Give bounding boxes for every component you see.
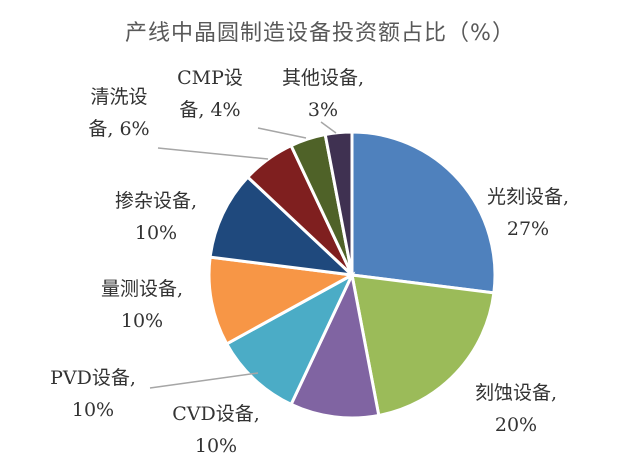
slice-label-line: PVD设备,: [50, 367, 136, 389]
pie-slice-1: [350, 273, 496, 418]
slice-label-line: CVD设备,: [172, 403, 260, 425]
slice-label-line: CMP设: [177, 67, 243, 89]
pie-slice-5: [208, 174, 357, 278]
leader-line-3: [149, 372, 259, 389]
slice-label-line: 10%: [195, 435, 237, 457]
slice-label-line: 备, 4%: [179, 99, 240, 121]
slice-label-8: 其他设备, 3%: [282, 67, 364, 121]
slice-label-3: PVD设备, 10%: [50, 367, 136, 421]
pie-slice-0: [350, 130, 497, 295]
slice-label-6: 清洗设备, 6%: [88, 86, 149, 140]
slice-label-0: 光刻设备, 27%: [487, 186, 569, 240]
leader-line-6: [157, 147, 269, 160]
slice-label-line: 其他设备,: [282, 67, 364, 89]
pie-slice-2: [289, 270, 381, 420]
chart-title: 产线中晶圆制造设备投资额占比（%）: [125, 21, 515, 46]
slice-label-line: 10%: [135, 222, 177, 244]
slice-label-7: CMP设备, 4%: [177, 67, 243, 121]
slice-label-line: 3%: [308, 99, 338, 121]
leader-line-8: [320, 121, 337, 134]
slice-label-line: 量测设备,: [101, 278, 183, 300]
pie-slice-3: [224, 271, 356, 407]
leader-lines: [149, 121, 337, 389]
pie-slice-4: [207, 255, 357, 346]
slice-label-line: 20%: [495, 414, 537, 436]
leader-line-7: [257, 127, 307, 139]
slice-labels: 光刻设备, 27% 刻蚀设备, 20% CVD设备, 10% PVD设备, 10% 量测设备, 1…: [50, 67, 569, 457]
slice-label-4: 量测设备, 10%: [101, 278, 183, 332]
slice-label-line: 10%: [72, 399, 114, 421]
slice-label-line: 光刻设备,: [487, 186, 569, 208]
slice-label-line: 刻蚀设备,: [475, 382, 557, 404]
slice-label-line: 清洗设: [90, 86, 147, 108]
slice-label-1: 刻蚀设备, 20%: [475, 382, 557, 436]
slice-label-line: 掺杂设备,: [115, 190, 197, 212]
slice-label-line: 备, 6%: [88, 118, 149, 140]
pie-slice-8: [323, 130, 354, 276]
slice-label-line: 10%: [121, 310, 163, 332]
slice-label-5: 掺杂设备, 10%: [115, 190, 197, 244]
pie-slices: [207, 130, 497, 420]
slice-label-2: CVD设备, 10%: [172, 403, 260, 457]
slice-label-line: 27%: [507, 218, 549, 240]
